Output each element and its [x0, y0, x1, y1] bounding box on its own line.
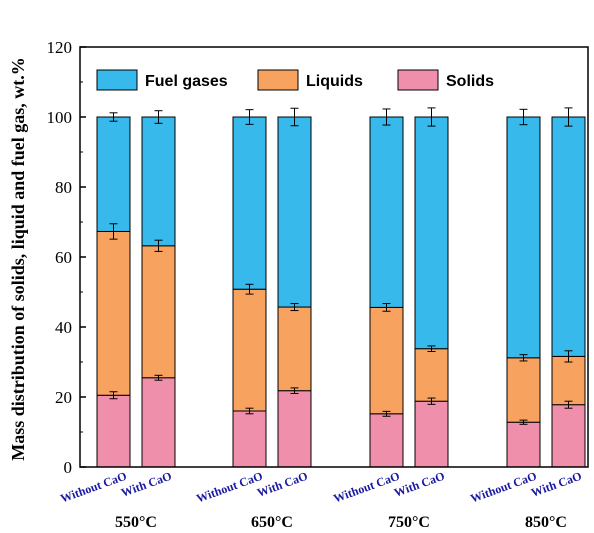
legend-label: Liquids: [306, 73, 363, 90]
bar-liquids: [232, 288, 267, 412]
bar-liquids: [369, 306, 404, 415]
bar-fuel-gases: [551, 116, 586, 357]
y-tick-label: 60: [55, 248, 72, 267]
group-label: 850°C: [525, 514, 567, 531]
group-label: 750°C: [388, 514, 430, 531]
bar-liquids: [551, 355, 586, 406]
bar-liquids: [414, 348, 449, 402]
bar-solids: [551, 404, 586, 468]
legend-swatch-fuel-gases: [96, 69, 138, 91]
bar-liquids: [277, 306, 312, 392]
x-tick-label: With CaO: [529, 469, 583, 500]
bar-fuel-gases: [141, 116, 176, 247]
bar-fuel-gases: [96, 116, 131, 232]
bars-layer: [96, 116, 586, 468]
bar-solids: [277, 390, 312, 468]
bar-solids: [141, 377, 176, 468]
bar-fuel-gases: [369, 116, 404, 308]
bar-fuel-gases: [506, 116, 541, 359]
x-tick-label: With CaO: [392, 469, 446, 500]
y-tick-label: 20: [55, 388, 72, 407]
group-label: 550°C: [115, 514, 157, 531]
y-tick-label: 80: [55, 178, 72, 197]
x-tick-label: With CaO: [255, 469, 309, 500]
error-bars-layer: [109, 107, 573, 425]
legend-label: Solids: [446, 73, 494, 90]
legend-swatch-liquids: [257, 69, 299, 91]
group-label: 650°C: [251, 514, 293, 531]
legend-swatch-solids: [397, 69, 439, 91]
x-tick-label: With CaO: [119, 469, 173, 500]
bar-fuel-gases: [414, 116, 449, 350]
x-tick-label: Without CaO: [468, 469, 538, 506]
y-tick-label: 100: [47, 108, 73, 127]
bar-liquids: [96, 230, 131, 396]
legend-label: Fuel gases: [145, 73, 228, 90]
legend: Fuel gases Liquids Solids: [96, 69, 494, 91]
bar-solids: [369, 413, 404, 468]
y-axis-label: Mass distribution of solids, liquid and …: [8, 57, 28, 461]
bar-solids: [506, 421, 541, 468]
bar-liquids: [506, 357, 541, 423]
bar-solids: [96, 394, 131, 468]
y-tick-label: 40: [55, 318, 72, 337]
y-tick-label: 0: [64, 458, 73, 477]
bar-fuel-gases: [232, 116, 267, 290]
bar-fuel-gases: [277, 116, 312, 308]
y-tick-label: 120: [47, 38, 73, 57]
x-tick-label: Without CaO: [194, 469, 264, 506]
bar-liquids: [141, 245, 176, 379]
x-tick-label: Without CaO: [331, 469, 401, 506]
bar-solids: [232, 410, 267, 468]
bar-solids: [414, 400, 449, 468]
axes-layer: 0 20 40 60 80 100 120: [47, 38, 589, 477]
